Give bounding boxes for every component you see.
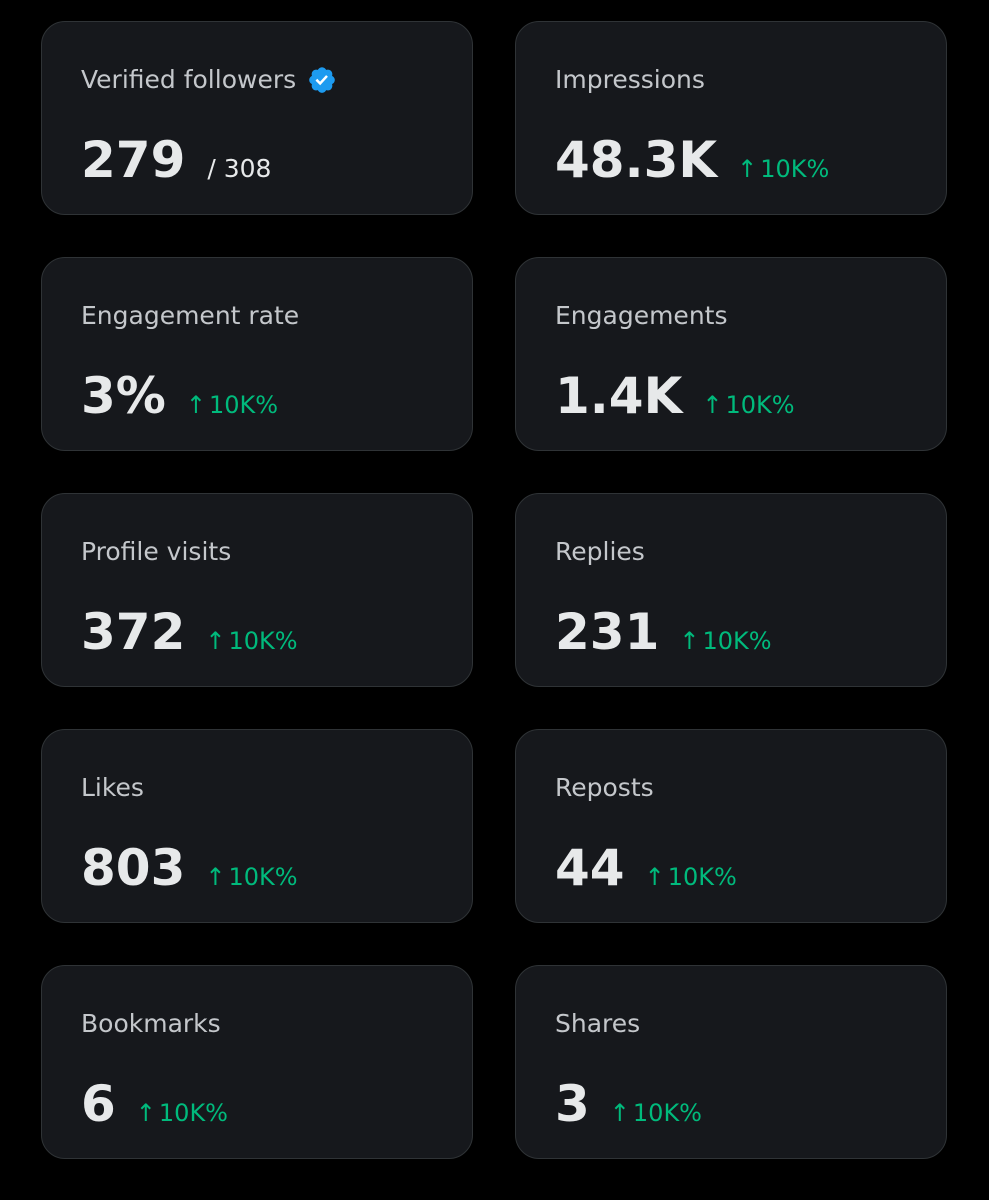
metric-change: ↑ 10K% bbox=[737, 155, 829, 183]
metric-label-row: Replies bbox=[555, 534, 645, 570]
arrow-up-icon: ↑ bbox=[205, 627, 226, 655]
metric-change-value: 10K% bbox=[228, 627, 298, 655]
metric-change: ↑ 10K% bbox=[136, 1099, 228, 1127]
metric-value-row: 6 ↑ 10K% bbox=[81, 1072, 228, 1136]
metric-card-bookmarks[interactable]: Bookmarks 6 ↑ 10K% bbox=[41, 965, 473, 1159]
metric-card-likes[interactable]: Likes 803 ↑ 10K% bbox=[41, 729, 473, 923]
metric-card-engagement-rate[interactable]: Engagement rate 3% ↑ 10K% bbox=[41, 257, 473, 451]
arrow-up-icon: ↑ bbox=[185, 391, 206, 419]
metric-label: Shares bbox=[555, 1009, 641, 1038]
metric-label: Replies bbox=[555, 537, 645, 566]
metric-change-value: 10K% bbox=[702, 627, 772, 655]
metric-card-reposts[interactable]: Reposts 44 ↑ 10K% bbox=[515, 729, 947, 923]
arrow-up-icon: ↑ bbox=[644, 863, 665, 891]
metric-value: 231 bbox=[555, 603, 660, 661]
metric-change: ↑ 10K% bbox=[205, 627, 297, 655]
metric-label-row: Likes bbox=[81, 770, 144, 806]
arrow-up-icon: ↑ bbox=[205, 863, 226, 891]
metric-label-row: Shares bbox=[555, 1006, 640, 1042]
metric-label-row: Impressions bbox=[555, 62, 705, 98]
metric-value: 1.4K bbox=[555, 367, 683, 425]
metric-value: 6 bbox=[81, 1075, 116, 1133]
arrow-up-icon: ↑ bbox=[737, 155, 758, 183]
metric-card-impressions[interactable]: Impressions 48.3K ↑ 10K% bbox=[515, 21, 947, 215]
metric-card-profile-visits[interactable]: Profile visits 372 ↑ 10K% bbox=[41, 493, 473, 687]
metric-change-value: 10K% bbox=[632, 1099, 702, 1127]
metric-value-row: 803 ↑ 10K% bbox=[81, 836, 298, 900]
metric-value-row: 231 ↑ 10K% bbox=[555, 600, 772, 664]
metric-change-value: 10K% bbox=[667, 863, 737, 891]
metric-change: ↑ 10K% bbox=[186, 391, 278, 419]
metric-label-row: Engagements bbox=[555, 298, 728, 334]
metric-card-engagements[interactable]: Engagements 1.4K ↑ 10K% bbox=[515, 257, 947, 451]
verified-badge-icon bbox=[307, 65, 337, 95]
metric-value-row: 44 ↑ 10K% bbox=[555, 836, 737, 900]
metric-value-row: 279 / 308 bbox=[81, 128, 271, 192]
metric-label: Verified followers bbox=[81, 65, 297, 94]
metric-label-row: Bookmarks bbox=[81, 1006, 221, 1042]
metric-label: Likes bbox=[81, 773, 144, 802]
metric-change: ↑ 10K% bbox=[645, 863, 737, 891]
metric-value: 803 bbox=[81, 839, 186, 897]
metric-value-row: 3% ↑ 10K% bbox=[81, 364, 278, 428]
arrow-up-icon: ↑ bbox=[702, 391, 723, 419]
metric-card-replies[interactable]: Replies 231 ↑ 10K% bbox=[515, 493, 947, 687]
arrow-up-icon: ↑ bbox=[135, 1099, 156, 1127]
metric-label: Bookmarks bbox=[81, 1009, 221, 1038]
arrow-up-icon: ↑ bbox=[609, 1099, 630, 1127]
metric-change: ↑ 10K% bbox=[205, 863, 297, 891]
metric-value: 48.3K bbox=[555, 131, 718, 189]
metric-card-shares[interactable]: Shares 3 ↑ 10K% bbox=[515, 965, 947, 1159]
metric-label: Engagements bbox=[555, 301, 728, 330]
metric-label: Profile visits bbox=[81, 537, 232, 566]
metric-value: 3 bbox=[555, 1075, 590, 1133]
metric-card-verified-followers[interactable]: Verified followers 279 / 308 bbox=[41, 21, 473, 215]
metric-label-row: Profile visits bbox=[81, 534, 231, 570]
metric-value: 372 bbox=[81, 603, 186, 661]
metric-change: ↑ 10K% bbox=[702, 391, 794, 419]
metric-label-row: Engagement rate bbox=[81, 298, 299, 334]
metric-label-row: Reposts bbox=[555, 770, 654, 806]
metric-label: Reposts bbox=[555, 773, 654, 802]
metric-value-row: 48.3K ↑ 10K% bbox=[555, 128, 829, 192]
metric-label: Impressions bbox=[555, 65, 705, 94]
metric-change-value: 10K% bbox=[228, 863, 298, 891]
metric-change: ↑ 10K% bbox=[610, 1099, 702, 1127]
metric-value-row: 372 ↑ 10K% bbox=[81, 600, 298, 664]
metric-value: 3% bbox=[81, 367, 166, 425]
metric-value: 44 bbox=[555, 839, 625, 897]
metric-value-row: 1.4K ↑ 10K% bbox=[555, 364, 795, 428]
metric-value: 279 bbox=[81, 131, 186, 189]
metric-change-value: 10K% bbox=[158, 1099, 228, 1127]
metric-total: / 308 bbox=[207, 154, 272, 183]
metric-label: Engagement rate bbox=[81, 301, 300, 330]
metric-change-value: 10K% bbox=[725, 391, 795, 419]
metric-change: ↑ 10K% bbox=[679, 627, 771, 655]
metric-label-row: Verified followers bbox=[81, 62, 337, 98]
metric-value-row: 3 ↑ 10K% bbox=[555, 1072, 702, 1136]
arrow-up-icon: ↑ bbox=[679, 627, 700, 655]
metric-change-value: 10K% bbox=[209, 391, 279, 419]
metric-change-value: 10K% bbox=[760, 155, 830, 183]
